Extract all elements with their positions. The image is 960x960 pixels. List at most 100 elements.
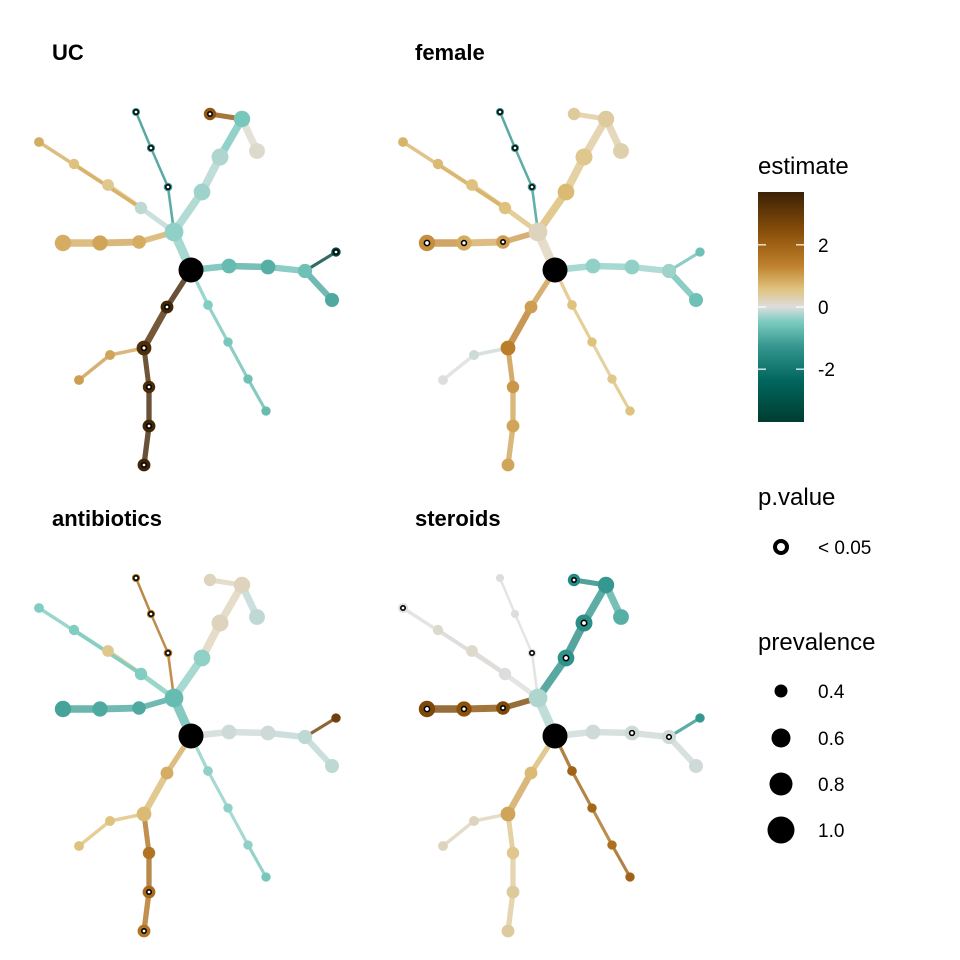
significance-marker	[140, 344, 148, 352]
tree-node	[688, 292, 704, 308]
tree-node	[223, 803, 233, 813]
colorbar-tick-label: 2	[818, 236, 829, 257]
tree-node	[211, 614, 229, 632]
tree-edge	[37, 606, 143, 676]
estimate-ticks: 2 0 -2	[758, 236, 835, 381]
tree-node	[597, 110, 615, 128]
prevalence-key-circle	[769, 772, 793, 796]
tree-edge	[401, 606, 507, 676]
significance-marker	[165, 184, 172, 191]
tree-node	[398, 137, 408, 147]
tree-edge	[246, 843, 268, 879]
tree-node	[557, 183, 575, 201]
tree-node	[34, 603, 44, 613]
colorbar-tick-label: 0	[818, 298, 829, 319]
tree-edge	[441, 819, 476, 848]
tree-edge	[610, 843, 632, 879]
tree-node	[498, 201, 512, 215]
panel-steroids: steroids	[398, 506, 705, 938]
tree-node	[74, 375, 84, 385]
tree-node	[585, 258, 601, 274]
root-node	[542, 723, 568, 749]
tree-node	[438, 375, 448, 385]
tree-node	[104, 815, 116, 827]
significance-marker	[133, 109, 140, 116]
tree-edge	[140, 769, 171, 818]
tree-node	[331, 713, 341, 723]
tree-edge	[149, 612, 170, 655]
tree-node	[54, 234, 72, 252]
tree-node	[260, 259, 276, 275]
tree-node	[233, 110, 251, 128]
tree-node	[132, 701, 146, 715]
tree-edge	[504, 303, 535, 352]
tree-edges	[37, 110, 338, 468]
tree-node	[193, 649, 211, 667]
pvalue-legend: p.value < 0.05	[758, 484, 871, 559]
tree-node	[221, 258, 237, 274]
significance-marker	[580, 619, 588, 627]
tree-node	[132, 235, 146, 249]
prevalence-legend: prevalence 0.4 0.6 0.8 1.0	[758, 629, 875, 844]
significance-marker	[499, 239, 506, 246]
tree-node	[510, 609, 520, 619]
significance-marker	[460, 705, 468, 713]
tree-node	[597, 576, 615, 594]
tree-node	[432, 158, 444, 170]
tree-node	[74, 841, 84, 851]
tree-node	[613, 143, 629, 159]
tree-edge	[226, 806, 250, 847]
tree-edges	[37, 576, 338, 934]
significance-marker	[141, 927, 148, 934]
significance-marker	[148, 145, 155, 152]
tree-edge	[504, 769, 535, 818]
tree-node	[54, 700, 72, 718]
prevalence-key-circle	[771, 728, 791, 748]
tree-node	[528, 688, 548, 708]
prevalence-legend-title: prevalence	[758, 629, 875, 656]
tree-node	[324, 758, 340, 774]
tree-node	[625, 872, 635, 882]
tree-edge	[610, 377, 632, 413]
tree-node	[160, 766, 174, 780]
tree-nodes	[398, 573, 705, 938]
tree-node	[567, 766, 577, 776]
tree-node	[524, 766, 538, 780]
root-node	[542, 257, 568, 283]
significance-marker	[148, 610, 155, 617]
tree-node	[500, 806, 516, 822]
tree-node	[587, 803, 597, 813]
significance-marker	[665, 733, 673, 741]
significance-marker	[499, 704, 506, 711]
tree-node	[134, 667, 148, 681]
tree-edges	[401, 576, 702, 934]
tree-nodes	[34, 573, 341, 938]
panel-title: antibiotics	[52, 506, 162, 531]
tree-edge	[570, 303, 594, 344]
tree-edge	[246, 377, 268, 413]
tree-node	[432, 624, 444, 636]
significance-marker	[496, 109, 503, 116]
significance-marker	[146, 422, 153, 429]
tree-node	[613, 609, 629, 625]
tree-edge	[505, 423, 516, 468]
tree-node	[466, 645, 478, 657]
tree-node	[506, 885, 520, 899]
tree-node	[221, 724, 237, 740]
tree-node	[102, 179, 114, 191]
tree-node	[243, 374, 253, 384]
tree-node	[249, 143, 265, 159]
significance-marker	[141, 461, 148, 468]
tree-node	[624, 259, 640, 275]
tree-node	[324, 292, 340, 308]
tree-node	[495, 573, 505, 583]
tree-node	[34, 137, 44, 147]
tree-node	[203, 300, 213, 310]
significance-marker	[460, 239, 468, 247]
panel-antibiotics: antibiotics	[34, 506, 341, 938]
pvalue-legend-title: p.value	[758, 484, 835, 511]
tree-edge	[134, 110, 153, 150]
tree-node	[102, 645, 114, 657]
significance-marker	[528, 649, 535, 656]
tree-node	[607, 374, 617, 384]
